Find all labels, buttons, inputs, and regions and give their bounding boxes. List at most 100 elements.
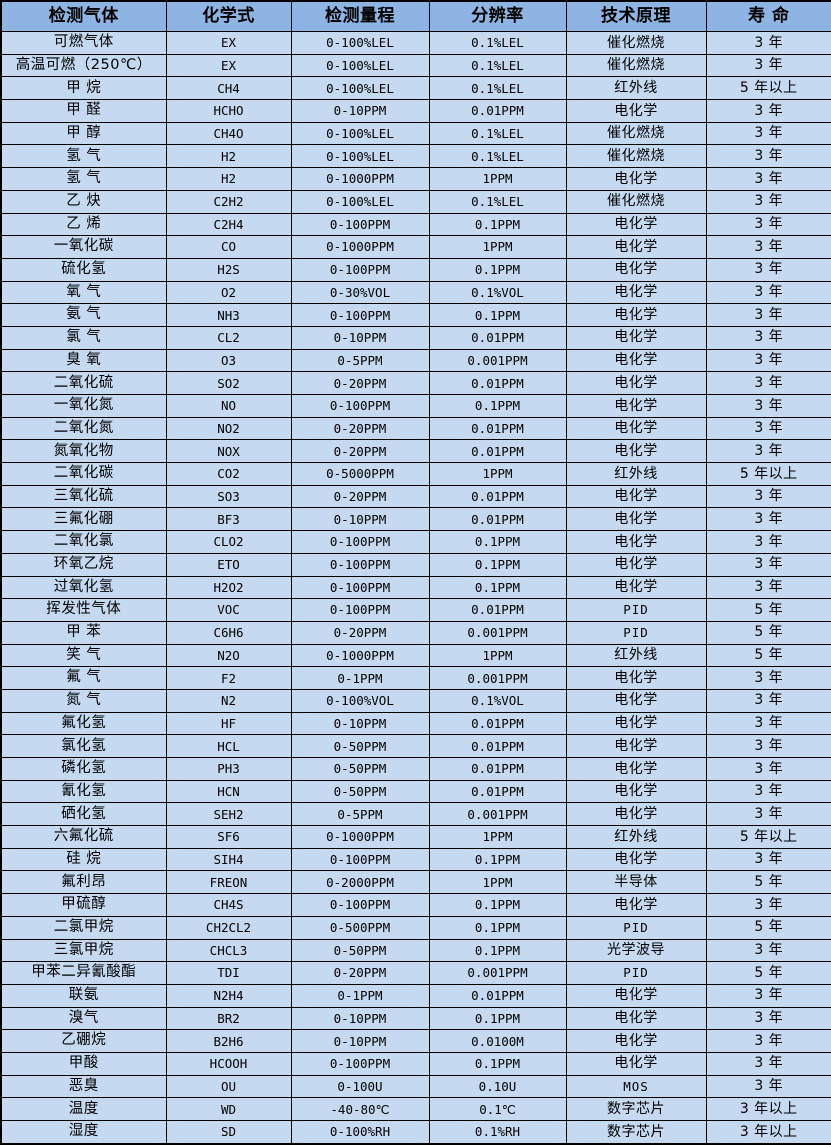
table-row: 恶臭 OU 0-100U 0.10U MOS 3 年 — [0, 1074, 831, 1099]
cell-measuring-range: 0-100PPM — [290, 893, 430, 917]
cell-chemical-formula: NOX — [165, 439, 292, 464]
cell-measuring-range: 0-100%LEL — [290, 144, 430, 169]
table-row: 氮氧化物 NOX 0-20PPM 0.01PPM 电化学 3 年 — [0, 439, 831, 464]
table-row: 温度 WD -40-80℃ 0.1℃ 数字芯片 3 年以上 — [0, 1097, 831, 1121]
cell-lifespan: 5 年 — [705, 961, 831, 985]
cell-resolution: 0.1℃ — [428, 1097, 567, 1121]
cell-chemical-formula: H2O2 — [165, 575, 292, 600]
cell-measuring-range: 0-100%LEL — [290, 76, 430, 101]
cell-measuring-range: 0-10PPM — [290, 325, 430, 350]
table-row: 乙 烯 C2H4 0-100PPM 0.1PPM 电化学 3 年 — [0, 212, 831, 237]
cell-measuring-range: 0-5PPM — [290, 348, 430, 373]
cell-lifespan: 3 年 — [705, 711, 831, 736]
cell-chemical-formula: H2S — [165, 257, 292, 282]
cell-gas-name: 二氧化碳 — [0, 462, 167, 486]
cell-technical-principle: 电化学 — [565, 734, 707, 758]
column-header-gas-name: 检测气体 — [0, 0, 167, 32]
cell-lifespan: 3 年 — [705, 280, 831, 305]
cell-technical-principle: 电化学 — [565, 280, 707, 305]
cell-lifespan: 3 年 — [705, 371, 831, 395]
cell-resolution: 0.1PPM — [428, 394, 567, 418]
cell-lifespan: 3 年 — [705, 189, 831, 214]
cell-chemical-formula: SIH4 — [165, 847, 292, 872]
cell-resolution: 0.1PPM — [428, 915, 567, 940]
cell-resolution: 0.1PPM — [428, 575, 567, 600]
cell-resolution: 0.1PPM — [428, 1051, 567, 1076]
table-row: 甲苯二异氰酸酯 TDI 0-20PPM 0.001PPM PID 5 年 — [0, 961, 831, 985]
column-header-measuring-range: 检测量程 — [290, 0, 430, 32]
cell-technical-principle: 电化学 — [565, 1006, 707, 1031]
cell-chemical-formula: SD — [165, 1119, 292, 1145]
cell-chemical-formula: HCOOH — [165, 1051, 292, 1076]
table-row: 可燃气体 EX 0-100%LEL 0.1%LEL 催化燃烧 3 年 — [0, 31, 831, 55]
cell-measuring-range: 0-100PPM — [290, 598, 430, 622]
cell-lifespan: 3 年 — [705, 53, 831, 78]
cell-gas-name: 溴气 — [0, 1006, 167, 1031]
cell-resolution: 0.1PPM — [428, 847, 567, 872]
cell-gas-name: 氟利昂 — [0, 870, 167, 895]
cell-lifespan: 5 年 — [705, 620, 831, 645]
table-row: 挥发性气体 VOC 0-100PPM 0.01PPM PID 5 年 — [0, 598, 831, 622]
cell-gas-name: 硒化氢 — [0, 802, 167, 827]
cell-gas-name: 臭 氧 — [0, 348, 167, 373]
cell-measuring-range: 0-100PPM — [290, 552, 430, 577]
table-row: 湿度 SD 0-100%RH 0.1%RH 数字芯片 3 年以上 — [0, 1119, 831, 1145]
cell-chemical-formula: HCHO — [165, 99, 292, 123]
cell-resolution: 0.1PPM — [428, 552, 567, 577]
cell-technical-principle: 电化学 — [565, 371, 707, 395]
cell-lifespan: 3 年 — [705, 802, 831, 827]
cell-lifespan: 3 年 — [705, 847, 831, 872]
table-row: 硫化氢 H2S 0-100PPM 0.1PPM 电化学 3 年 — [0, 257, 831, 282]
table-row: 二氧化硫 SO2 0-20PPM 0.01PPM 电化学 3 年 — [0, 371, 831, 395]
cell-technical-principle: 电化学 — [565, 779, 707, 804]
cell-technical-principle: 电化学 — [565, 99, 707, 123]
table-row: 溴气 BR2 0-10PPM 0.1PPM 电化学 3 年 — [0, 1006, 831, 1031]
table-row: 乙 炔 C2H2 0-100%LEL 0.1%LEL 催化燃烧 3 年 — [0, 189, 831, 214]
cell-gas-name: 二氯甲烷 — [0, 915, 167, 940]
cell-resolution: 0.1%LEL — [428, 53, 567, 78]
table-row: 磷化氢 PH3 0-50PPM 0.01PPM 电化学 3 年 — [0, 757, 831, 781]
cell-gas-name: 一氧化碳 — [0, 235, 167, 259]
cell-technical-principle: 电化学 — [565, 394, 707, 418]
cell-measuring-range: 0-100%LEL — [290, 121, 430, 146]
cell-chemical-formula: EX — [165, 31, 292, 55]
cell-measuring-range: 0-100PPM — [290, 575, 430, 600]
cell-gas-name: 环氧乙烷 — [0, 552, 167, 577]
cell-technical-principle: 催化燃烧 — [565, 189, 707, 214]
table-row: 硅 烷 SIH4 0-100PPM 0.1PPM 电化学 3 年 — [0, 847, 831, 872]
cell-resolution: 0.1PPM — [428, 938, 567, 963]
cell-technical-principle: 红外线 — [565, 643, 707, 668]
cell-technical-principle: PID — [565, 915, 707, 940]
cell-chemical-formula: SEH2 — [165, 802, 292, 827]
cell-chemical-formula: TDI — [165, 961, 292, 985]
cell-measuring-range: 0-50PPM — [290, 734, 430, 758]
cell-lifespan: 3 年 — [705, 235, 831, 259]
cell-measuring-range: 0-100%LEL — [290, 53, 430, 78]
cell-resolution: 0.01PPM — [428, 757, 567, 781]
cell-gas-name: 恶臭 — [0, 1074, 167, 1099]
table-row: 氟利昂 FREON 0-2000PPM 1PPM 半导体 5 年 — [0, 870, 831, 895]
cell-chemical-formula: C2H2 — [165, 189, 292, 214]
cell-resolution: 0.01PPM — [428, 598, 567, 622]
cell-gas-name: 氟化氢 — [0, 711, 167, 736]
cell-measuring-range: 0-10PPM — [290, 507, 430, 532]
cell-gas-name: 二氧化氮 — [0, 416, 167, 441]
cell-chemical-formula: FREON — [165, 870, 292, 895]
cell-technical-principle: 电化学 — [565, 688, 707, 713]
cell-lifespan: 3 年 — [705, 484, 831, 509]
cell-chemical-formula: BR2 — [165, 1006, 292, 1031]
cell-measuring-range: 0-100PPM — [290, 257, 430, 282]
cell-gas-name: 氨 气 — [0, 303, 167, 327]
cell-resolution: 0.001PPM — [428, 961, 567, 985]
cell-lifespan: 3 年 — [705, 688, 831, 713]
cell-technical-principle: 电化学 — [565, 484, 707, 509]
cell-gas-name: 联氨 — [0, 983, 167, 1008]
table-row: 氟 气 F2 0-1PPM 0.001PPM 电化学 3 年 — [0, 666, 831, 690]
cell-lifespan: 3 年 — [705, 121, 831, 146]
cell-lifespan: 3 年 — [705, 212, 831, 237]
cell-technical-principle: 电化学 — [565, 439, 707, 464]
table-header: 检测气体 化学式 检测量程 分辨率 技术原理 寿 命 — [0, 0, 831, 32]
cell-technical-principle: 电化学 — [565, 303, 707, 327]
cell-chemical-formula: NO — [165, 394, 292, 418]
cell-lifespan: 3 年 — [705, 938, 831, 963]
